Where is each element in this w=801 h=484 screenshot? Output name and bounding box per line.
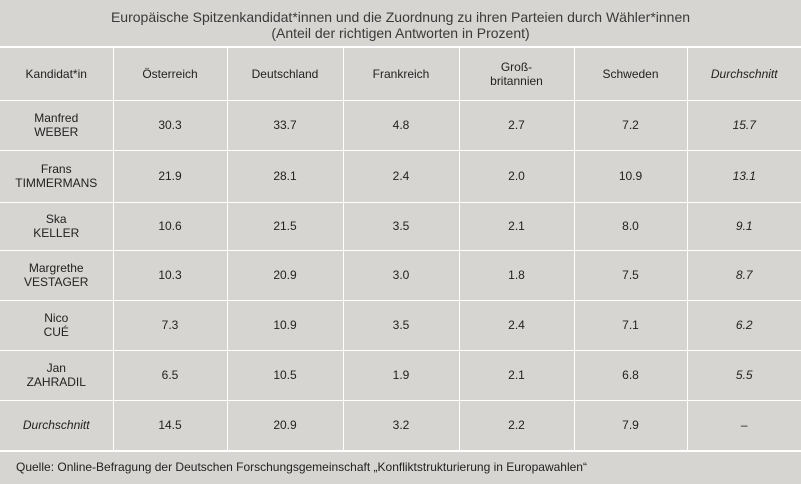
value-cell: 3.0 xyxy=(342,249,460,301)
value-cell: 4.8 xyxy=(342,99,460,151)
header-text: Groß- xyxy=(500,59,533,74)
value-cell: 10.9 xyxy=(573,149,688,203)
header-text: Kandidat*in xyxy=(25,66,87,81)
value-cell: 7.2 xyxy=(573,99,688,151)
title-line: Europäische Spitzenkandidat*innen und di… xyxy=(110,9,691,25)
value-cell: 2.4 xyxy=(458,299,575,351)
name-cell: Jan ZAHRADIL xyxy=(0,349,114,401)
title: Europäische Spitzenkandidat*innen und di… xyxy=(0,0,801,48)
value-cell: 3.5 xyxy=(342,299,460,351)
header-text: Deutschland xyxy=(251,66,319,81)
value-cell: – xyxy=(686,399,801,451)
name-cell: Margrethe VESTAGER xyxy=(0,249,114,301)
value-cell: 20.9 xyxy=(226,249,344,301)
header-text: Durchschnitt xyxy=(710,66,778,81)
header-cell: Frankreich xyxy=(342,48,460,101)
value-cell: 7.5 xyxy=(573,249,688,301)
value-cell: 14.5 xyxy=(112,399,228,451)
name-text: Nico xyxy=(44,311,69,325)
name-text: Jan xyxy=(46,361,66,375)
value-cell: 1.9 xyxy=(342,349,460,401)
source-note: Quelle: Online-Befragung der Deutschen F… xyxy=(0,450,801,483)
subtitle-line: (Anteil der richtigen Antworten in Proze… xyxy=(271,25,530,41)
name-cell: Nico CUÉ xyxy=(0,299,114,351)
value-cell: 33.7 xyxy=(226,99,344,151)
header-cell: Deutschland xyxy=(226,48,344,101)
value-cell: 28.1 xyxy=(226,149,344,203)
value-cell: 15.7 xyxy=(686,99,801,151)
value-cell: 21.5 xyxy=(226,201,344,251)
header-cell: Kandidat*in xyxy=(0,48,114,101)
value-cell: 10.3 xyxy=(112,249,228,301)
name-text: Frans xyxy=(40,162,72,176)
value-cell: 8.0 xyxy=(573,201,688,251)
header-row: Kandidat*in Österreich Deutschland Frankrei… xyxy=(0,48,801,101)
table-row: Ska KELLER 10.6 21.5 3.5 2.1 8.0 9.1 xyxy=(0,201,801,251)
value-cell: 6.8 xyxy=(573,349,688,401)
value-cell: 10.6 xyxy=(112,201,228,251)
data-table: Kandidat*in Österreich Deutschland Frankrei… xyxy=(0,48,801,451)
name-cell: Frans TIMMERMANS xyxy=(0,149,114,203)
table-row: Durchschnitt 14.5 20.9 3.2 2.2 7.9– xyxy=(0,399,801,451)
table-row: Jan ZAHRADIL 6.5 10.5 1.9 2.1 6.8 5.5 xyxy=(0,349,801,401)
value-cell: 10.5 xyxy=(226,349,344,401)
value-cell: 7.9 xyxy=(573,399,688,451)
name-text: ZAHRADIL xyxy=(26,375,86,389)
header-cell: Österreich xyxy=(112,48,228,101)
name-text: WEBER xyxy=(34,125,79,139)
header-text: Österreich xyxy=(142,66,198,81)
name-cell: Manfred WEBER xyxy=(0,99,114,151)
value-cell: 7.1 xyxy=(573,299,688,351)
name-text: Durchschnitt xyxy=(22,418,90,432)
value-cell: 2.1 xyxy=(458,201,575,251)
header-cell: Groß-britannien xyxy=(458,48,575,101)
name-text: CUÉ xyxy=(43,325,69,339)
header-cell: Schweden xyxy=(573,48,688,101)
value-cell: 10.9 xyxy=(226,299,344,351)
table-row: Margrethe VESTAGER 10.3 20.9 3.0 1.8 7.5 8.7 xyxy=(0,249,801,301)
name-text: VESTAGER xyxy=(24,275,89,289)
header-text: britannien xyxy=(490,73,543,88)
name-text: Margrethe xyxy=(28,261,84,275)
value-cell: 21.9 xyxy=(112,149,228,203)
value-cell: 1.8 xyxy=(458,249,575,301)
value-cell: 13.1 xyxy=(686,149,801,203)
value-cell: 2.7 xyxy=(458,99,575,151)
table-row: Manfred WEBER 30.3 33.7 4.8 2.7 7.2 15.7 xyxy=(0,99,801,151)
value-cell: 3.5 xyxy=(342,201,460,251)
value-cell: 30.3 xyxy=(112,99,228,151)
header-text: Schweden xyxy=(602,66,659,81)
name-text: TIMMERMANS xyxy=(15,176,98,190)
value-cell: 20.9 xyxy=(226,399,344,451)
name-text: Ska xyxy=(45,212,67,226)
value-cell: 5.5 xyxy=(686,349,801,401)
header-text: Frankreich xyxy=(372,66,430,81)
header-cell: Durchschnitt xyxy=(686,48,801,101)
name-text: KELLER xyxy=(33,226,80,240)
value-cell: 9.1 xyxy=(686,201,801,251)
name-cell: Durchschnitt xyxy=(0,399,114,451)
value-cell: 2.2 xyxy=(458,399,575,451)
value-cell: 6.2 xyxy=(686,299,801,351)
value-cell: 2.0 xyxy=(458,149,575,203)
name-cell: Ska KELLER xyxy=(0,201,114,251)
table-row: Nico CUÉ 7.3 10.9 3.5 2.4 7.1 6.2 xyxy=(0,299,801,351)
name-text: Manfred xyxy=(34,111,79,125)
value-cell: 8.7 xyxy=(686,249,801,301)
table-row: Frans TIMMERMANS 21.9 28.1 2.4 2.0 10.9 13.1 xyxy=(0,149,801,203)
value-cell: 3.2 xyxy=(342,399,460,451)
value-cell: 2.1 xyxy=(458,349,575,401)
value-cell: 2.4 xyxy=(342,149,460,203)
value-cell: 7.3 xyxy=(112,299,228,351)
value-cell: 6.5 xyxy=(112,349,228,401)
